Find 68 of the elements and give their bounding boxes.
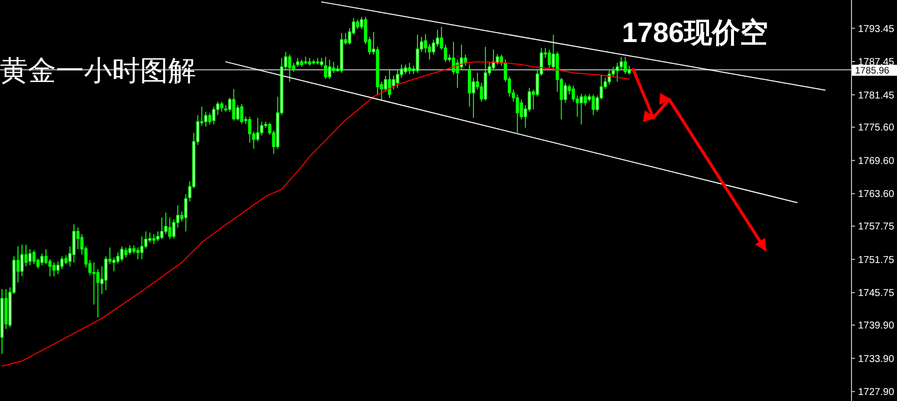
candlestick xyxy=(20,244,24,277)
candlestick xyxy=(160,217,164,240)
candlestick xyxy=(128,244,132,256)
candlestick xyxy=(516,94,519,134)
y-tick-label: 1757.75 xyxy=(858,222,895,233)
candlestick xyxy=(424,34,428,54)
candlestick xyxy=(548,49,551,68)
candlestick xyxy=(260,121,264,136)
candlestick xyxy=(520,98,523,120)
candlestick xyxy=(116,252,120,264)
ref-line-label: 1785.96 xyxy=(855,65,890,76)
candlestick xyxy=(288,54,292,82)
candlestick xyxy=(220,101,224,112)
y-tick-label: 1793.45 xyxy=(858,24,895,35)
candlestick xyxy=(96,268,100,318)
candlestick xyxy=(104,256,108,291)
candlestick xyxy=(72,224,76,263)
candlestick xyxy=(44,248,48,265)
y-tick-label: 1763.60 xyxy=(858,189,895,200)
candlestick xyxy=(164,212,168,235)
y-tick-label: 1775.60 xyxy=(858,122,895,134)
candlestick xyxy=(92,262,96,306)
y-tick-label: 1745.75 xyxy=(858,288,895,300)
candlestick xyxy=(624,56,627,74)
candlestick xyxy=(328,59,332,80)
candlestick xyxy=(256,117,260,142)
candlestick xyxy=(616,62,619,82)
candlestick xyxy=(572,85,575,102)
candlestick xyxy=(156,230,160,242)
candlestick xyxy=(152,234,156,245)
candlestick xyxy=(124,246,128,258)
candlestick xyxy=(432,39,436,56)
candlestick xyxy=(140,236,144,260)
y-tick-label: 1727.90 xyxy=(858,387,895,398)
y-tick-label: 1733.90 xyxy=(858,354,895,365)
candlestick xyxy=(584,94,587,106)
candlestick xyxy=(356,19,360,30)
candlestick xyxy=(416,34,420,74)
text: 1786现价空 xyxy=(622,17,768,48)
candlestick xyxy=(324,56,328,80)
candlestick xyxy=(592,94,595,116)
candlestick xyxy=(172,218,176,240)
candlestick xyxy=(120,246,124,262)
candlestick xyxy=(32,250,36,265)
candlestick xyxy=(136,246,140,260)
candlestick xyxy=(564,82,567,104)
candlestick xyxy=(580,93,583,125)
candlestick xyxy=(608,69,611,86)
y-tick-label: 1781.45 xyxy=(858,90,895,102)
candlestick xyxy=(428,44,432,60)
candlestick xyxy=(28,248,32,266)
candlestick xyxy=(468,64,472,108)
candlestick xyxy=(52,262,56,277)
candlestick xyxy=(56,260,60,275)
candlestick xyxy=(40,253,44,266)
candlestick xyxy=(404,64,408,74)
candlestick xyxy=(408,62,412,74)
candlestick xyxy=(48,258,52,277)
candlestick xyxy=(384,75,388,92)
candlestick xyxy=(232,88,236,122)
y-tick-label: 1769.60 xyxy=(858,156,895,167)
candlestick xyxy=(396,69,400,88)
candlestick xyxy=(60,256,64,270)
candlestick xyxy=(240,103,244,124)
y-tick-label: 1751.75 xyxy=(858,254,895,266)
candlestick xyxy=(332,61,336,74)
y-tick-label: 1739.90 xyxy=(858,320,895,332)
candlestick xyxy=(112,256,116,272)
